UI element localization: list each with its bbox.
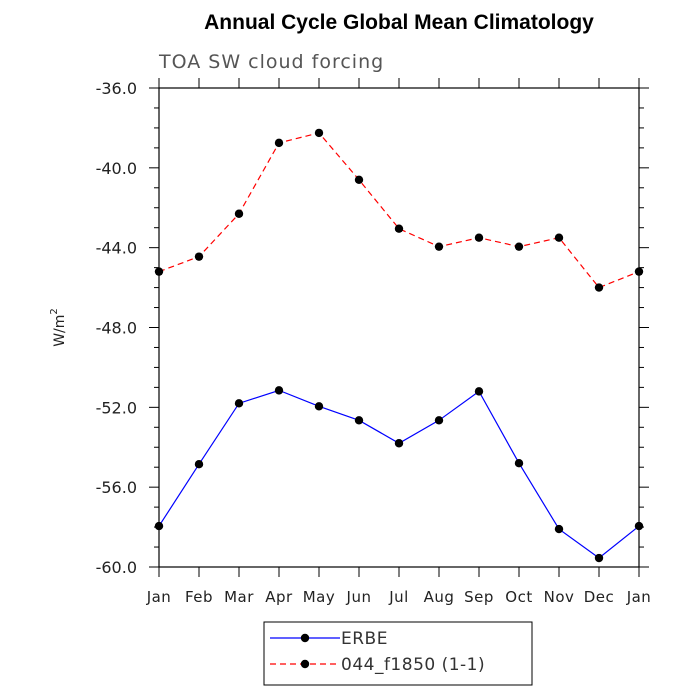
data-point [554, 524, 564, 534]
data-point [634, 521, 644, 531]
legend-label: ERBE [341, 629, 388, 649]
data-point [354, 416, 364, 425]
data-point [434, 242, 444, 251]
x-tick-label: Jan [626, 588, 652, 606]
data-point [314, 402, 324, 411]
data-point [154, 267, 164, 276]
plot-area [158, 87, 640, 568]
x-tick-label: Feb [185, 588, 213, 606]
y-axis-label-text: W/m [52, 315, 68, 347]
x-tick-label: Apr [265, 588, 293, 606]
x-tick-label: Sep [464, 588, 494, 606]
chart-subtitle: TOA SW cloud forcing [158, 51, 384, 73]
data-point [314, 128, 324, 138]
legend: ERBE 044_f1850 (1-1) [263, 621, 533, 686]
data-point [234, 399, 244, 408]
y-tick-label: -44.0 [96, 239, 137, 258]
data-point [474, 233, 484, 242]
y-tick-label: -56.0 [96, 478, 137, 497]
data-point [274, 386, 284, 395]
x-tick-label: Nov [544, 588, 575, 606]
x-axis: Jan Feb Mar Apr May Jun Jul Aug Sep Oct Nov Dec Jan [146, 78, 652, 606]
data-point [434, 416, 444, 425]
legend-marker [300, 659, 310, 669]
data-point [234, 209, 244, 218]
x-tick-label: Mar [224, 588, 254, 606]
data-point [594, 283, 604, 292]
data-point [474, 387, 484, 396]
legend-item-1: 044_f1850 (1-1) [270, 655, 485, 675]
y-tick-label: -40.0 [96, 159, 137, 178]
y-tick-label: -52.0 [96, 398, 137, 417]
y-tick-label: -60.0 [96, 558, 137, 577]
data-point [514, 242, 524, 251]
y-axis-label-superscript: 2 [49, 308, 60, 314]
series-line [158, 389, 640, 559]
x-tick-label: Jun [346, 588, 372, 606]
data-point [594, 553, 604, 563]
y-tick-label: -36.0 [96, 79, 137, 98]
data-point [634, 267, 644, 276]
x-tick-label: Jan [146, 588, 172, 606]
y-axis: -36.0 -40.0 -44.0 -48.0 -52.0 -56.0 -60.0 [96, 79, 649, 577]
data-point [554, 233, 564, 242]
legend-marker [300, 633, 310, 643]
x-tick-label: Aug [424, 588, 455, 606]
data-point [354, 175, 364, 185]
data-point [154, 521, 164, 531]
data-point [514, 459, 524, 468]
series-layer [154, 128, 644, 563]
x-tick-label: May [303, 588, 336, 606]
x-tick-label: Oct [505, 588, 532, 606]
data-point [194, 460, 204, 469]
data-point [194, 252, 204, 261]
y-tick-label: -48.0 [96, 319, 137, 338]
y-axis-label: W/m2 [49, 308, 68, 347]
series-line [158, 132, 640, 289]
x-tick-label: Jul [388, 588, 409, 606]
data-point [394, 439, 404, 448]
legend-item-0: ERBE [270, 629, 388, 649]
legend-label: 044_f1850 (1-1) [341, 655, 485, 675]
series-0 [154, 386, 644, 563]
x-tick-label: Dec [584, 588, 615, 606]
data-point [274, 138, 284, 148]
series-1 [154, 128, 644, 292]
data-point [394, 224, 404, 233]
chart-title: Annual Cycle Global Mean Climatology [204, 11, 594, 34]
legend-box [263, 621, 533, 686]
